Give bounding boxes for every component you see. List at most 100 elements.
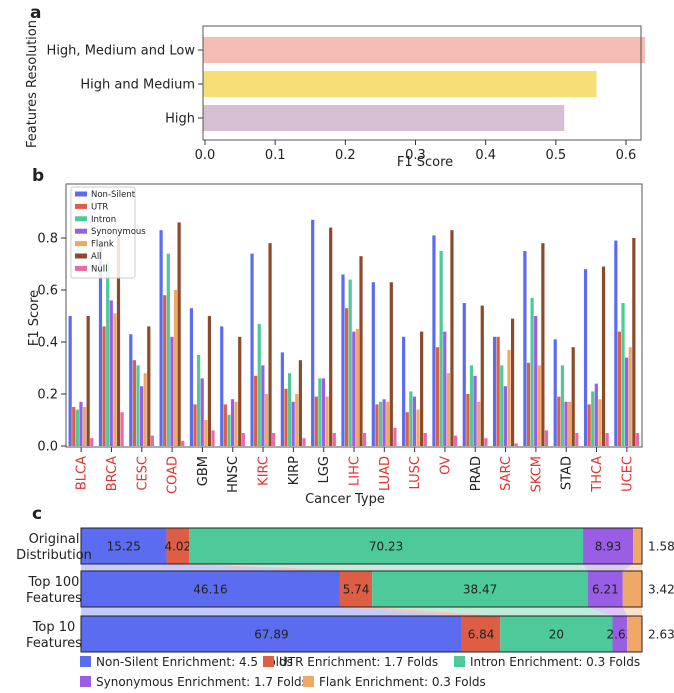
bar-brca-flank [113, 313, 117, 446]
bar-ucec-all [632, 238, 636, 446]
bar-blca-utr [72, 407, 76, 446]
segment-intron-row3 [500, 616, 613, 652]
legend-swatch-intron [75, 216, 87, 222]
legend-swatch-flank [303, 676, 314, 687]
bar-high-medium-and-low [203, 37, 645, 63]
bar-blca-synonymous [79, 401, 83, 446]
bar-blca-non-silent [68, 316, 72, 446]
bar-sarc-non-silent [492, 336, 497, 446]
bar-coad-flank [173, 290, 178, 446]
bar-gbm-null [211, 430, 215, 446]
row-frame [80, 527, 643, 565]
bar-brca-all [116, 235, 121, 446]
segment-value-label: 67.89 [254, 628, 288, 642]
bar-cesc-non-silent [129, 334, 133, 446]
connector-non-silent [81, 564, 340, 571]
plot-frame [65, 183, 643, 448]
bar-prad-utr [466, 394, 470, 446]
connector-intron [372, 607, 613, 616]
connector-utr [339, 607, 501, 616]
bar-cesc-utr [132, 360, 136, 446]
legend-label-synonymous: Synonymous Enrichment: 1.7 Folds [96, 675, 308, 689]
x-tick-label: 0.0 [195, 148, 216, 163]
legend-label-non-silent: Non-Silent [91, 190, 136, 200]
segment-intron-row2 [372, 571, 588, 607]
bar-ov-utr [435, 347, 440, 446]
bar-luad-all [389, 282, 393, 446]
bar-stad-all [571, 347, 575, 446]
bar-sarc-utr [496, 336, 500, 446]
legend-swatch-null [75, 265, 87, 271]
bar-cesc-synonymous [139, 386, 144, 446]
x-tick-label: CESC [135, 456, 150, 491]
bar-sarc-intron [500, 365, 504, 446]
bar-lihc-intron [348, 279, 352, 446]
legend-label-utr: UTR Enrichment: 1.7 Folds [279, 655, 438, 669]
bar-skcm-all [541, 243, 545, 446]
bar-prad-non-silent [462, 303, 466, 446]
bar-luad-synonymous [382, 399, 386, 446]
segment-utr-row1 [166, 528, 190, 564]
x-tick-label: 0.1 [265, 148, 286, 163]
segment-value-label: 2.63 [607, 628, 634, 642]
segment-value-label: 46.16 [193, 583, 227, 597]
bar-coad-utr [163, 295, 167, 446]
bar-coad-null [181, 440, 185, 446]
bar-stad-intron [560, 365, 565, 446]
x-tick-label: GBM [196, 456, 211, 486]
bar-luad-flank [386, 401, 390, 446]
legend-swatch-intron [454, 656, 465, 667]
bar-stad-utr [557, 396, 561, 446]
bar-stad-synonymous [564, 401, 568, 446]
bar-kirp-null [302, 438, 306, 446]
segment-flank-row2 [622, 571, 642, 607]
bar-brca-intron [106, 261, 110, 446]
bar-luad-null [393, 427, 397, 446]
bar-kirp-flank [295, 394, 299, 446]
connector-flank [622, 564, 642, 571]
bar-ucec-null [635, 433, 640, 446]
x-tick-label: 0.2 [335, 148, 356, 163]
row-label-line2: Features [26, 636, 82, 651]
x-tick-label: LUAD [378, 456, 393, 491]
panel-a-xlabel: F1 Score [397, 155, 453, 170]
bar-brca-utr [102, 326, 106, 446]
bar-lusc-all [420, 331, 424, 446]
connector-flank [622, 607, 642, 616]
bar-ov-flank [446, 373, 450, 446]
y-tick-label: High [165, 112, 195, 127]
bar-blca-null [90, 438, 94, 446]
bar-lihc-utr [345, 308, 349, 446]
plot-frame [202, 25, 642, 141]
bar-kirc-synonymous [261, 365, 265, 446]
legend-label-synonymous: Synonymous [91, 227, 146, 237]
y-tick-label: 0.6 [37, 284, 58, 299]
bar-lihc-null [363, 433, 367, 446]
legend-label-intron: Intron Enrichment: 0.3 Folds [470, 655, 640, 669]
segment-utr-row2 [339, 571, 373, 607]
bar-lusc-synonymous [412, 396, 417, 446]
segment-synonymous-row2 [587, 571, 623, 607]
bar-lihc-synonymous [352, 331, 356, 446]
panel-c-chart: 15.25 4.02 70.23 8.93 1.58 OriginalDistributi… [16, 527, 674, 689]
bar-lusc-null [423, 433, 427, 446]
bar-lusc-non-silent [402, 336, 406, 446]
bar-kirp-intron [287, 373, 292, 446]
segment-value-label: 2.63 [648, 628, 674, 642]
legend-label-flank: Flank [91, 240, 114, 250]
bar-thca-null [605, 433, 609, 446]
bar-lgg-null [332, 433, 336, 446]
bar-lihc-non-silent [341, 274, 345, 446]
segment-value-label: 8.93 [595, 540, 622, 554]
legend-swatch-flank [75, 241, 87, 247]
legend-label-all: All [91, 252, 102, 262]
bar-hnsc-synonymous [230, 399, 235, 446]
y-tick-label: High, Medium and Low [47, 44, 196, 59]
legend-swatch-all [75, 253, 87, 259]
segment-flank-row1 [633, 528, 642, 564]
segment-value-label: 1.58 [648, 540, 674, 554]
segment-value-label: 3.42 [648, 583, 674, 597]
legend-label-non-silent: Non-Silent Enrichment: 4.5 Folds [96, 655, 293, 669]
x-tick-label: 0.3 [405, 148, 426, 163]
segment-value-label: 6.84 [468, 628, 495, 642]
